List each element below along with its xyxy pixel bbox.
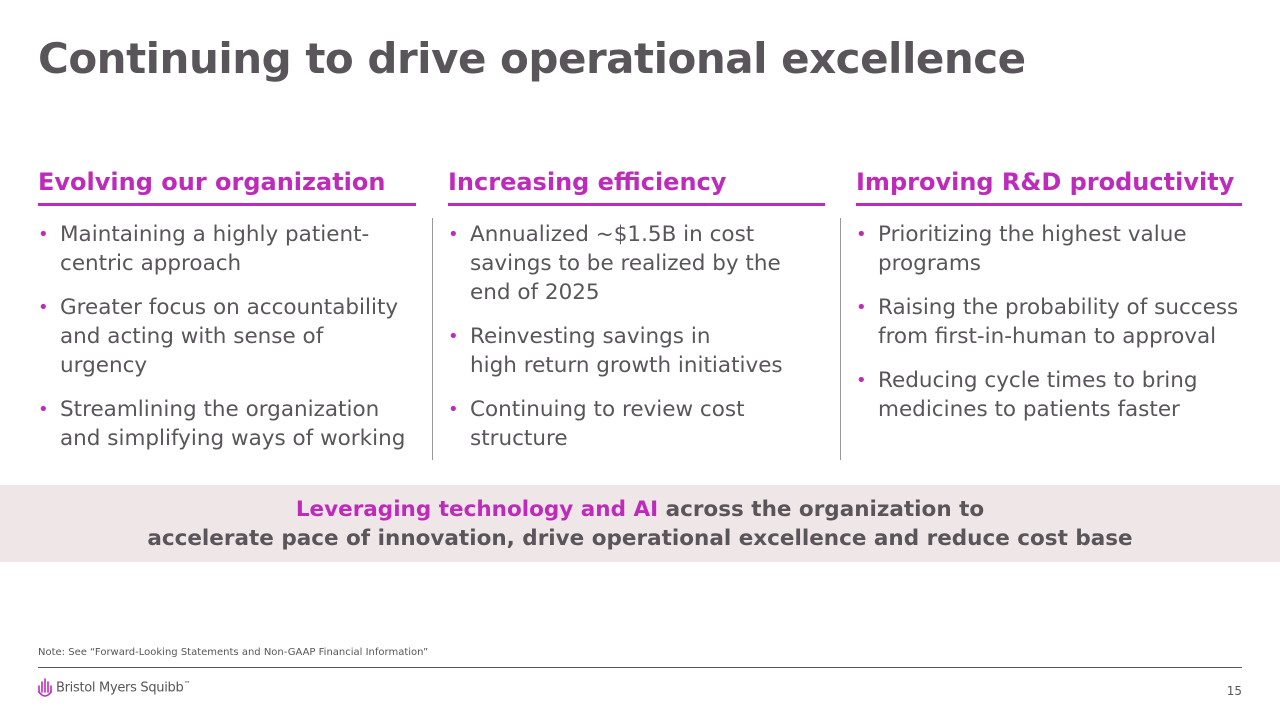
banner-line-2: accelerate pace of innovation, drive ope… — [147, 526, 1133, 551]
bullet-icon: • — [38, 297, 49, 318]
column-divider — [840, 218, 841, 460]
technology-banner: Leveraging technology and AI across the … — [0, 485, 1280, 562]
trademark-mark: ™ — [183, 680, 191, 689]
bullet-text: Greater focus on accountability and acti… — [60, 295, 399, 378]
bullet-icon: • — [856, 370, 867, 391]
bullet-text: Prioritizing the highest value programs — [878, 222, 1187, 276]
list-item: • Maintaining a highly patient- centric a… — [38, 220, 416, 278]
bullet-list: • Annualized ~$1.5B in cost savings to be… — [448, 220, 825, 453]
column-organization: Evolving our organization • Maintaining a… — [38, 165, 416, 468]
bullet-text: Maintaining a highly patient- centric ap… — [60, 222, 370, 276]
bullet-text: Raising the probability of success from … — [878, 295, 1239, 349]
logo-name: Bristol Myers Squibb — [56, 680, 184, 696]
column-rd-productivity: Improving R&D productivity • Prioritizing… — [856, 165, 1242, 439]
list-item: • Annualized ~$1.5B in cost savings to be… — [448, 220, 825, 307]
list-item: • Reinvesting savings in high return grow… — [448, 322, 825, 380]
list-item: • Prioritizing the highest value programs — [856, 220, 1242, 278]
bullet-text: Reducing cycle times to bring medicines … — [878, 368, 1198, 422]
column-heading: Improving R&D productivity — [856, 165, 1242, 206]
bullet-icon: • — [856, 297, 867, 318]
bullet-text: Continuing to review cost structure — [470, 397, 745, 451]
bullet-text: Reinvesting savings in high return growt… — [470, 324, 783, 378]
banner-accent-text: Leveraging technology and AI — [295, 497, 659, 522]
bms-logo-icon — [38, 678, 52, 697]
footnote: Note: See “Forward-Looking Statements an… — [38, 647, 429, 658]
list-item: • Reducing cycle times to bring medicines… — [856, 366, 1242, 424]
bullet-list: • Prioritizing the highest value programs… — [856, 220, 1242, 424]
footer-rule — [38, 667, 1242, 668]
column-heading: Evolving our organization — [38, 165, 416, 206]
banner-line-1: Leveraging technology and AI across the … — [0, 495, 1280, 524]
column-efficiency: Increasing efficiency • Annualized ~$1.5B… — [448, 165, 825, 468]
list-item: • Continuing to review cost structure — [448, 395, 825, 453]
company-logo: Bristol Myers Squibb™ — [38, 678, 190, 698]
bullet-icon: • — [448, 326, 459, 347]
column-divider — [432, 218, 433, 460]
bullet-icon: • — [38, 224, 49, 245]
bullet-icon: • — [38, 399, 49, 420]
list-item: • Streamlining the organization and simpl… — [38, 395, 416, 453]
page-title: Continuing to drive operational excellen… — [38, 34, 1026, 83]
bullet-text: Streamlining the organization and simpli… — [60, 397, 406, 451]
bullet-list: • Maintaining a highly patient- centric a… — [38, 220, 416, 453]
column-heading: Increasing efficiency — [448, 165, 825, 206]
list-item: • Greater focus on accountability and act… — [38, 293, 416, 380]
bullet-icon: • — [448, 224, 459, 245]
page-number: 15 — [1226, 684, 1242, 698]
logo-text: Bristol Myers Squibb™ — [56, 680, 190, 695]
bullet-text: Annualized ~$1.5B in cost savings to be … — [470, 222, 781, 305]
bullet-icon: • — [856, 224, 867, 245]
list-item: • Raising the probability of success from… — [856, 293, 1242, 351]
bullet-icon: • — [448, 399, 459, 420]
banner-line-1-text: across the organization to — [658, 497, 985, 522]
